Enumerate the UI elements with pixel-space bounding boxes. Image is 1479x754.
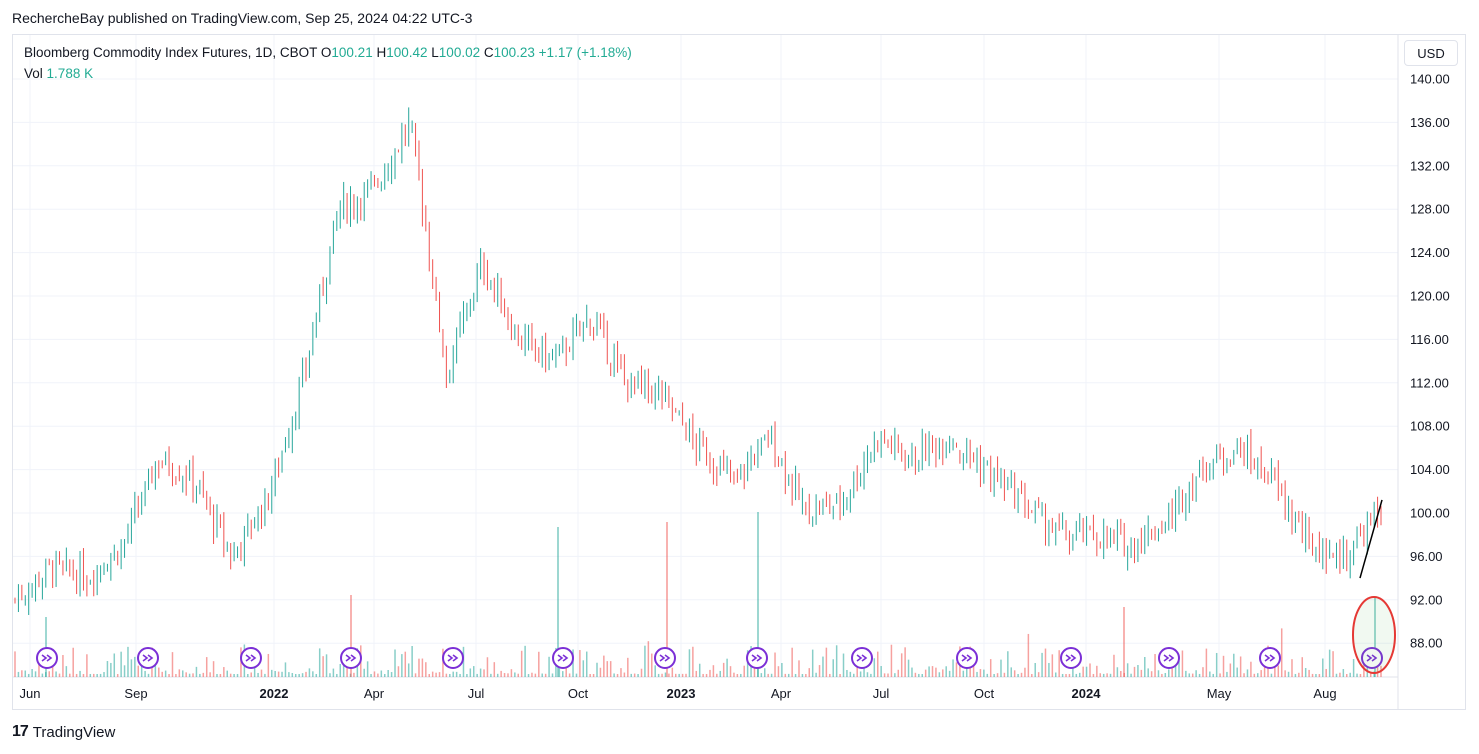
- currency-button[interactable]: USD: [1404, 40, 1458, 66]
- publisher-line: RechercheBay published on TradingView.co…: [12, 10, 473, 26]
- x-tick-label: Apr: [364, 686, 385, 701]
- tradingview-brand[interactable]: 17 TradingView: [12, 723, 115, 741]
- x-tick-label: Jul: [468, 686, 485, 701]
- circle-annotation: [1352, 596, 1396, 674]
- x-tick-label: Sep: [124, 686, 147, 701]
- event-marker-icon[interactable]: [1158, 647, 1180, 669]
- ohlc-legend: Bloomberg Commodity Index Futures, 1D, C…: [24, 45, 632, 60]
- x-tick-label: Jul: [873, 686, 890, 701]
- change-value: +1.17 (+1.18%): [538, 45, 632, 60]
- x-tick-label: 2024: [1072, 686, 1102, 701]
- event-marker-icon[interactable]: [1259, 647, 1281, 669]
- trendline-annotation: [1359, 499, 1383, 579]
- y-tick-label: 120.00: [1410, 289, 1450, 304]
- x-tick-label: Oct: [974, 686, 995, 701]
- y-tick-label: 88.00: [1410, 636, 1443, 651]
- event-marker-icon[interactable]: [654, 647, 676, 669]
- x-tick-label: 2023: [667, 686, 696, 701]
- open-label: O: [320, 45, 332, 60]
- y-tick-label: 124.00: [1410, 245, 1450, 260]
- brand-name: TradingView: [32, 723, 116, 741]
- event-marker-icon[interactable]: [1060, 647, 1082, 669]
- y-tick-label: 96.00: [1410, 549, 1443, 564]
- high-value: 100.42: [386, 45, 428, 60]
- event-marker-icon[interactable]: [340, 647, 362, 669]
- tradingview-logo-icon: 17: [12, 723, 29, 740]
- close-label: C: [483, 45, 494, 60]
- x-tick-label: 2022: [260, 686, 289, 701]
- x-tick-label: Aug: [1313, 686, 1336, 701]
- event-marker-icon[interactable]: [956, 647, 978, 669]
- event-marker-icon[interactable]: [1361, 647, 1383, 669]
- x-tick-label: Jun: [20, 686, 41, 701]
- x-tick-label: May: [1207, 686, 1232, 701]
- open-value: 100.21: [331, 45, 373, 60]
- y-tick-label: 116.00: [1410, 332, 1449, 347]
- event-marker-icon[interactable]: [137, 647, 159, 669]
- volume-label: Vol: [24, 66, 43, 81]
- y-tick-label: 108.00: [1410, 419, 1450, 434]
- low-label: L: [431, 45, 439, 60]
- event-marker-icon[interactable]: [552, 647, 574, 669]
- y-tick-label: 100.00: [1410, 506, 1450, 521]
- y-tick-label: 136.00: [1410, 115, 1450, 130]
- high-label: H: [376, 45, 387, 60]
- volume-value: 1.788 K: [46, 66, 94, 81]
- low-value: 100.02: [438, 45, 481, 60]
- volume-legend: Vol 1.788 K: [24, 66, 93, 81]
- event-marker-icon[interactable]: [36, 647, 58, 669]
- candles-group: [14, 107, 1382, 615]
- y-tick-label: 104.00: [1410, 462, 1450, 477]
- symbol-title[interactable]: Bloomberg Commodity Index Futures, 1D, C…: [24, 45, 318, 60]
- y-tick-label: 112.00: [1410, 375, 1449, 390]
- event-marker-icon[interactable]: [442, 647, 464, 669]
- event-marker-icon[interactable]: [746, 647, 768, 669]
- x-tick-label: Apr: [771, 686, 792, 701]
- y-tick-label: 92.00: [1410, 592, 1443, 607]
- y-tick-label: 132.00: [1410, 158, 1450, 173]
- y-tick-label: 128.00: [1410, 202, 1450, 217]
- event-marker-icon[interactable]: [240, 647, 262, 669]
- x-tick-label: Oct: [568, 686, 589, 701]
- chart-frame: [12, 34, 1466, 710]
- y-tick-label: 140.00: [1410, 72, 1450, 87]
- close-value: 100.23: [493, 45, 535, 60]
- event-marker-icon[interactable]: [851, 647, 873, 669]
